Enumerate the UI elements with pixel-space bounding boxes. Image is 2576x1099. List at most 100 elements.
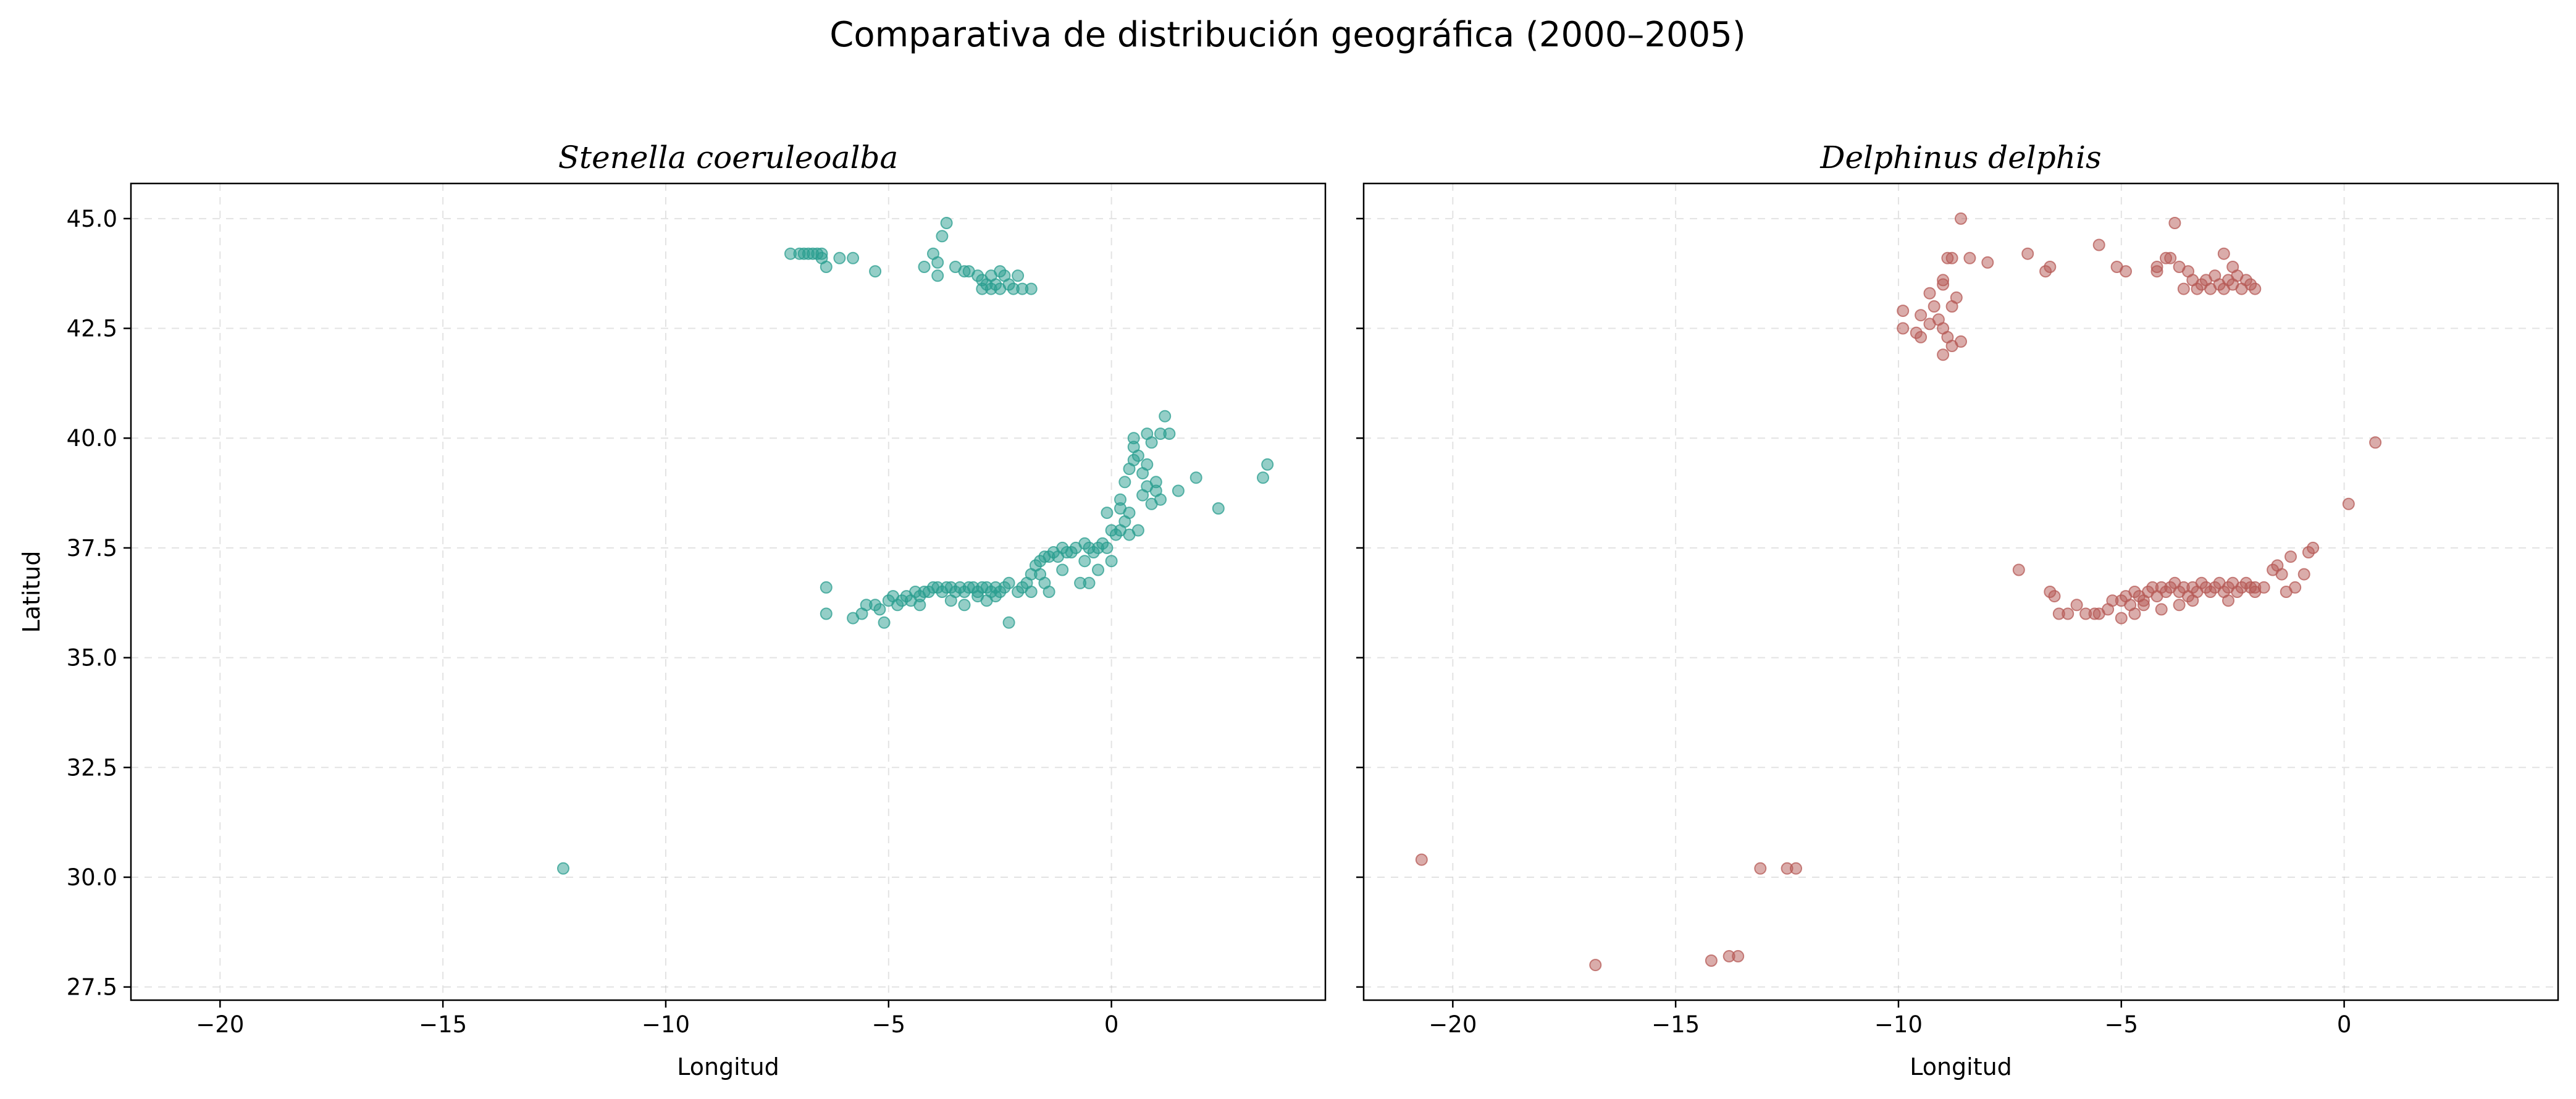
data-point xyxy=(1163,427,1176,440)
data-point xyxy=(1897,322,1910,335)
data-point xyxy=(1025,586,1038,598)
x-tick-label: 0 xyxy=(1104,1011,1119,1038)
data-point xyxy=(2070,599,2083,612)
data-point xyxy=(971,590,984,603)
x-axis-label: Longitud xyxy=(677,1053,779,1080)
data-point xyxy=(1945,300,1958,313)
data-point xyxy=(2168,217,2181,229)
data-point xyxy=(2177,282,2190,295)
data-point xyxy=(1915,331,1928,343)
data-point xyxy=(820,607,833,620)
data-point xyxy=(2115,612,2128,625)
data-point xyxy=(940,217,953,229)
data-point xyxy=(1981,256,1994,269)
data-point xyxy=(2137,599,2150,612)
data-point xyxy=(1212,502,1225,515)
data-point xyxy=(1025,282,1038,295)
data-point xyxy=(860,599,873,612)
data-point xyxy=(1172,484,1185,497)
x-tick-label: −15 xyxy=(419,1011,467,1038)
axis-ticks: −20 −15 −10 −5 0 xyxy=(1356,217,2351,1038)
grid xyxy=(1364,183,2558,1000)
y-axis-label: Latitud xyxy=(18,550,45,633)
plot-frame xyxy=(1362,182,2559,1001)
data-point xyxy=(1415,853,1428,866)
x-tick-label: −10 xyxy=(642,1011,690,1038)
data-point xyxy=(2297,568,2310,581)
data-point xyxy=(1114,493,1126,506)
data-point xyxy=(869,265,882,278)
data-point xyxy=(2249,282,2262,295)
data-point xyxy=(2173,599,2186,612)
data-point xyxy=(1131,524,1144,537)
data-point xyxy=(1002,616,1015,629)
data-point xyxy=(1159,410,1172,423)
grid xyxy=(131,183,1325,1000)
data-point xyxy=(1078,555,1091,568)
data-point xyxy=(2021,247,2034,260)
data-point xyxy=(1127,432,1140,445)
data-point xyxy=(2128,607,2141,620)
data-point xyxy=(1955,212,1967,225)
y-tick-label: 40.0 xyxy=(67,425,117,452)
data-point xyxy=(1141,427,1154,440)
data-point xyxy=(2249,581,2262,594)
data-point xyxy=(2120,265,2132,278)
data-point xyxy=(2280,586,2293,598)
data-point xyxy=(2369,436,2382,449)
data-point xyxy=(1915,309,1928,322)
data-point xyxy=(2062,607,2075,620)
data-point xyxy=(2275,568,2288,581)
data-point xyxy=(1154,493,1167,506)
x-tick-label: −20 xyxy=(1429,1011,1477,1038)
y-tick-label: 37.5 xyxy=(67,535,117,562)
data-point xyxy=(2150,265,2163,278)
figure-title: Comparativa de distribución geográfica (… xyxy=(829,15,1746,55)
data-point xyxy=(1257,471,1269,484)
x-tick-label: −15 xyxy=(1651,1011,1700,1038)
data-point xyxy=(1261,458,1274,471)
data-point xyxy=(1937,278,1950,291)
data-point xyxy=(2186,594,2199,607)
data-point xyxy=(820,261,833,273)
data-point xyxy=(557,862,569,875)
data-point xyxy=(1105,555,1118,568)
data-point xyxy=(1034,568,1047,581)
x-tick-label: −5 xyxy=(872,1011,906,1038)
data-point xyxy=(2155,603,2168,616)
axis-ticks: −20 −15 −10 −5 0 27.5 30.0 32.5 35.0 37.5 40.0 42.5… xyxy=(67,206,1119,1038)
data-point xyxy=(1790,862,1802,875)
data-point xyxy=(2012,563,2025,576)
data-point xyxy=(1002,576,1015,589)
data-point xyxy=(1963,251,1976,264)
data-point xyxy=(1083,576,1096,589)
x-axis-label: Longitud xyxy=(1910,1053,2012,1080)
data-point xyxy=(2092,238,2105,251)
data-point xyxy=(2217,247,2230,260)
y-tick-label: 30.0 xyxy=(67,864,117,891)
scatter-points xyxy=(557,217,1274,875)
data-point xyxy=(1131,449,1144,462)
data-point xyxy=(1923,287,1936,300)
panel-title: Stenella coeruleoalba xyxy=(558,140,899,175)
panel-delphinus: Delphinus delphis −20 −15 −10 −5 0 Longitud xyxy=(1356,140,2559,1080)
x-tick-label: −10 xyxy=(1874,1011,1923,1038)
data-point xyxy=(1101,507,1114,520)
data-point xyxy=(936,230,949,243)
data-point xyxy=(815,247,828,260)
data-point xyxy=(2164,251,2177,264)
data-point xyxy=(891,599,904,612)
data-point xyxy=(931,269,944,282)
data-point xyxy=(913,599,926,612)
data-point xyxy=(2088,607,2101,620)
x-tick-label: −20 xyxy=(196,1011,244,1038)
data-point xyxy=(820,581,833,594)
data-point xyxy=(989,581,1002,594)
data-point xyxy=(1056,563,1069,576)
data-point xyxy=(1937,348,1950,361)
data-point xyxy=(1955,335,1967,348)
data-point xyxy=(1941,251,1954,264)
data-point xyxy=(931,256,944,269)
data-point xyxy=(1732,950,1745,962)
